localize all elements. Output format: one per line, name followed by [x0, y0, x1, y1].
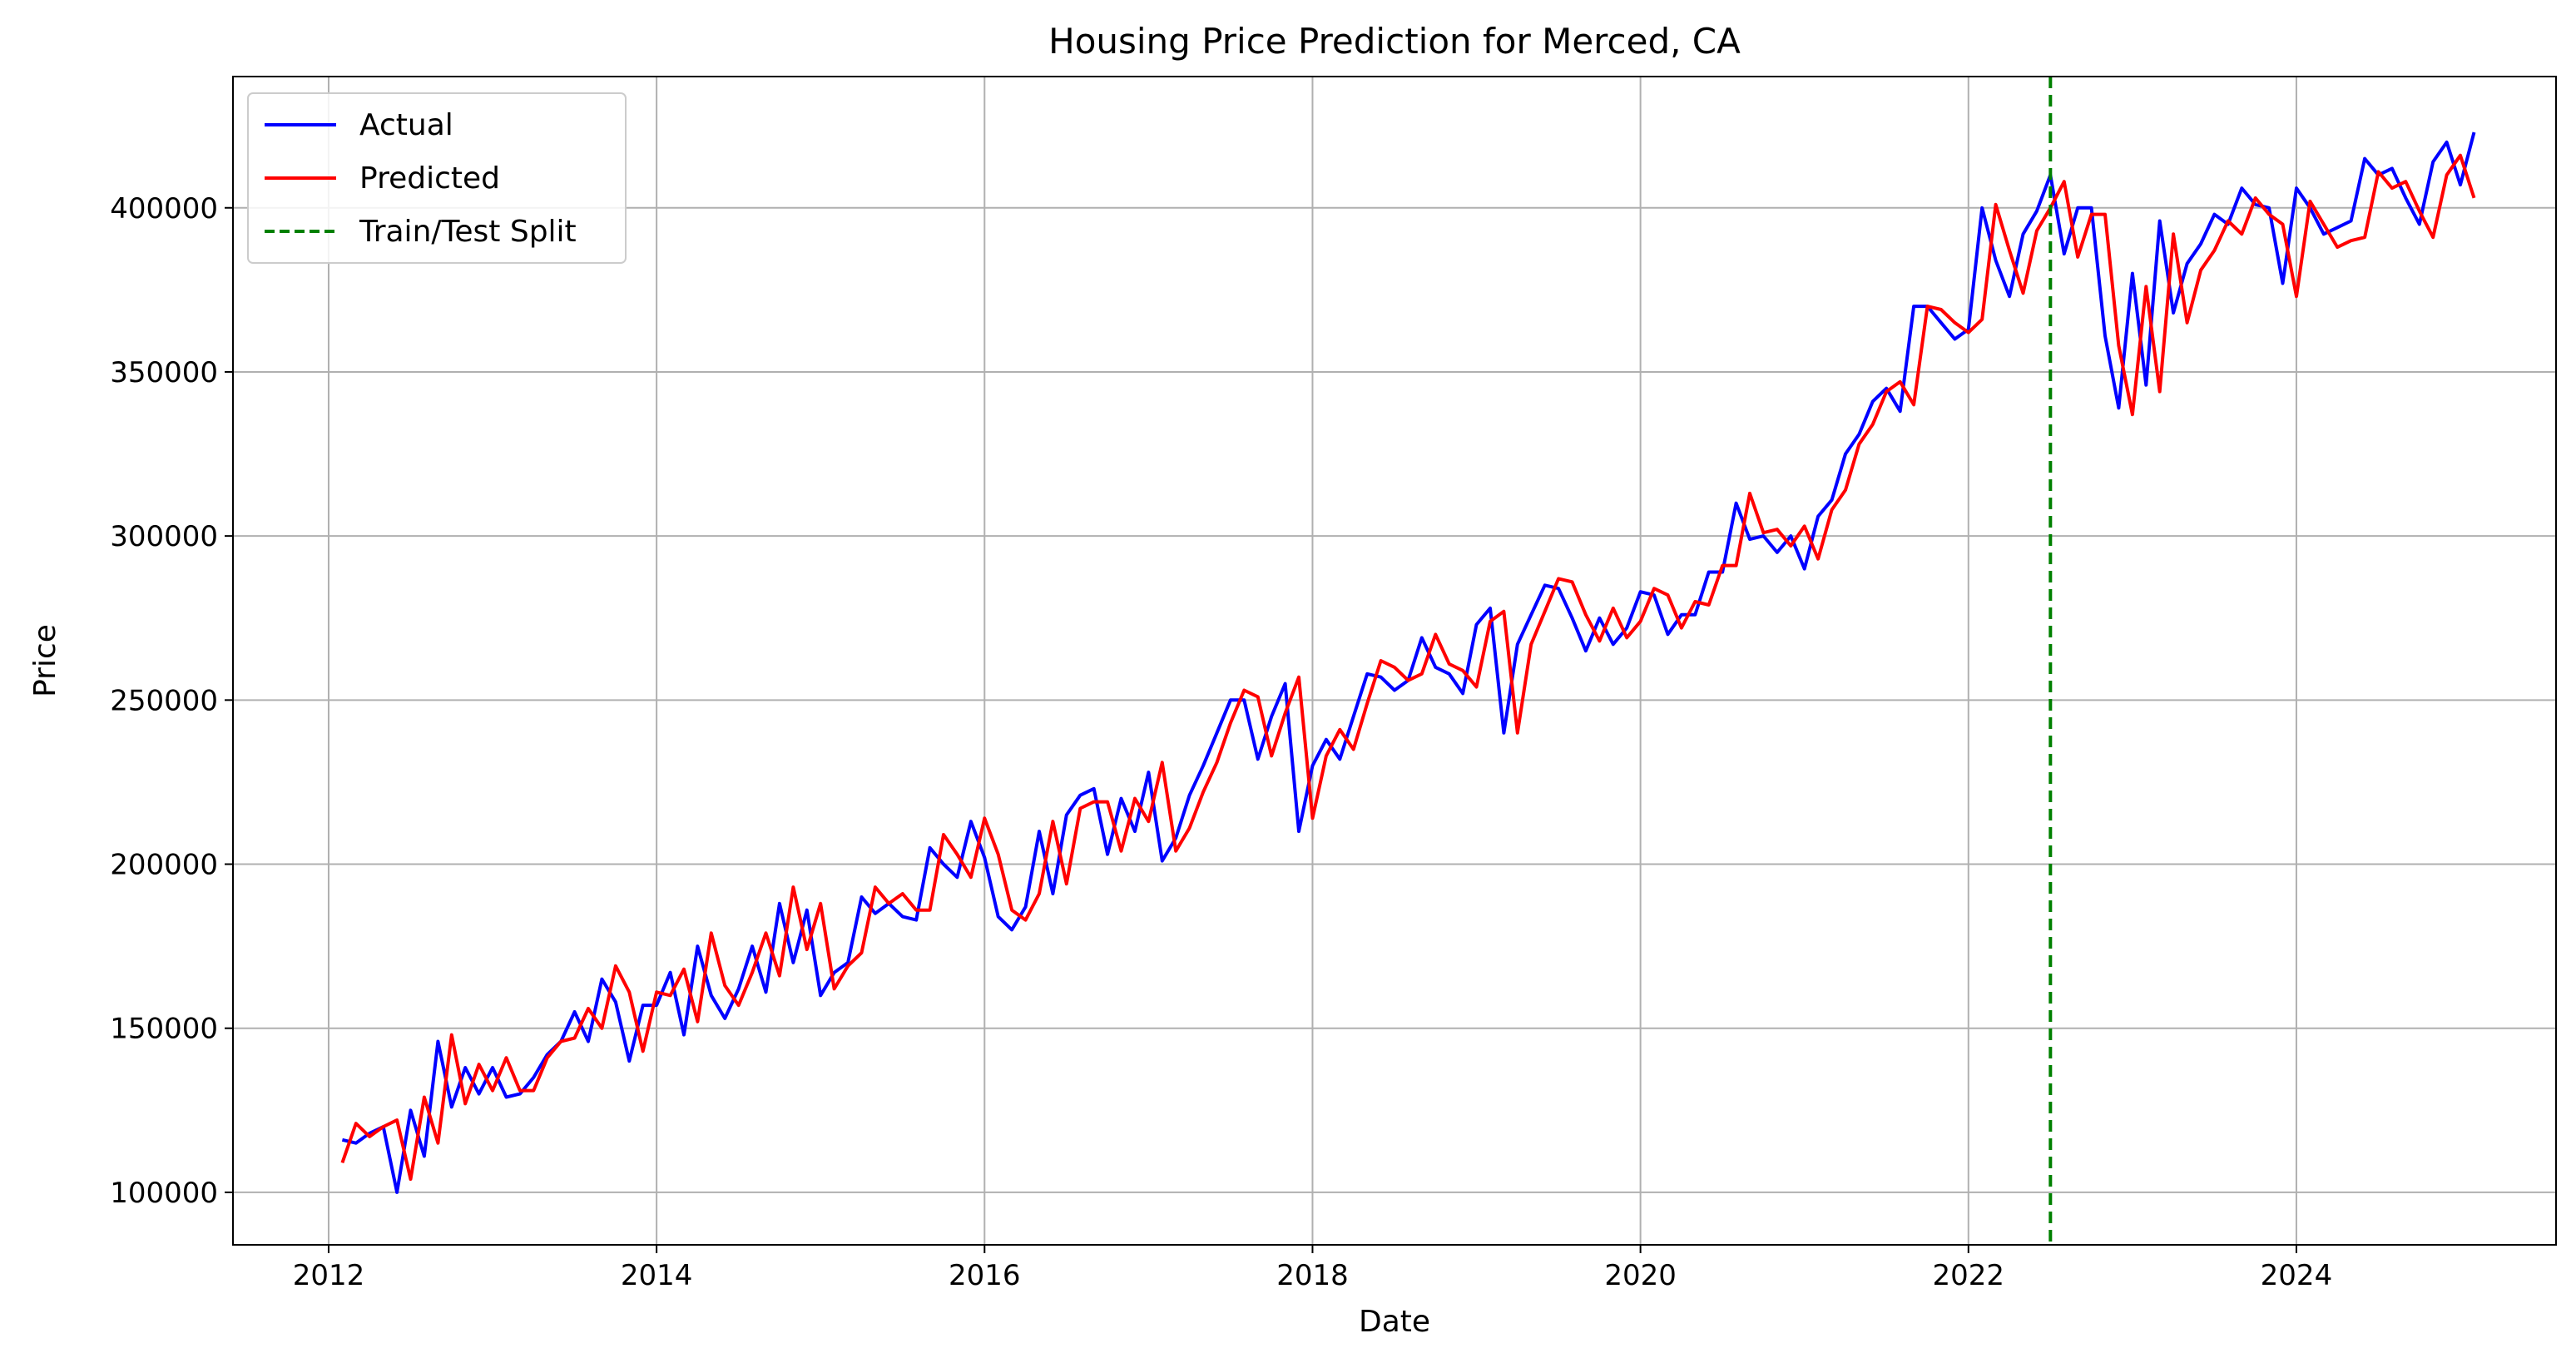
- y-tick-label: 100000: [110, 1177, 218, 1210]
- y-axis-label: Price: [28, 624, 62, 697]
- x-axis-label: Date: [1359, 1305, 1430, 1339]
- x-tick-label: 2018: [1276, 1259, 1349, 1292]
- legend-box: [247, 92, 627, 264]
- x-tick-label: 2014: [621, 1259, 693, 1292]
- legend: Actual Predicted Train/Test Split: [247, 92, 627, 264]
- legend-label-actual: Actual: [359, 108, 453, 142]
- y-tick-label: 350000: [110, 356, 218, 389]
- y-tick-label: 300000: [110, 520, 218, 553]
- x-tick-label: 2016: [949, 1259, 1021, 1292]
- y-tick-label: 400000: [110, 192, 218, 226]
- series-line-predicted: [340, 153, 2476, 1182]
- series-lines: [340, 131, 2476, 1194]
- y-tick-label: 150000: [110, 1013, 218, 1046]
- legend-label-predicted: Predicted: [359, 161, 500, 196]
- y-tick-label: 200000: [110, 849, 218, 882]
- chart-title: Housing Price Prediction for Merced, CA: [1048, 21, 1741, 62]
- x-tick-label: 2024: [2261, 1259, 2333, 1292]
- y-tick-label: 250000: [110, 684, 218, 717]
- axis-ticks: 2012 2014 2016 2018 2020 2022 2024 100000 150000…: [110, 192, 2332, 1292]
- x-tick-label: 2012: [293, 1259, 365, 1292]
- legend-label-split: Train/Test Split: [359, 215, 577, 249]
- x-tick-label: 2020: [1604, 1259, 1677, 1292]
- x-tick-label: 2022: [1933, 1259, 2005, 1292]
- plot-area-frame: [232, 76, 2557, 1246]
